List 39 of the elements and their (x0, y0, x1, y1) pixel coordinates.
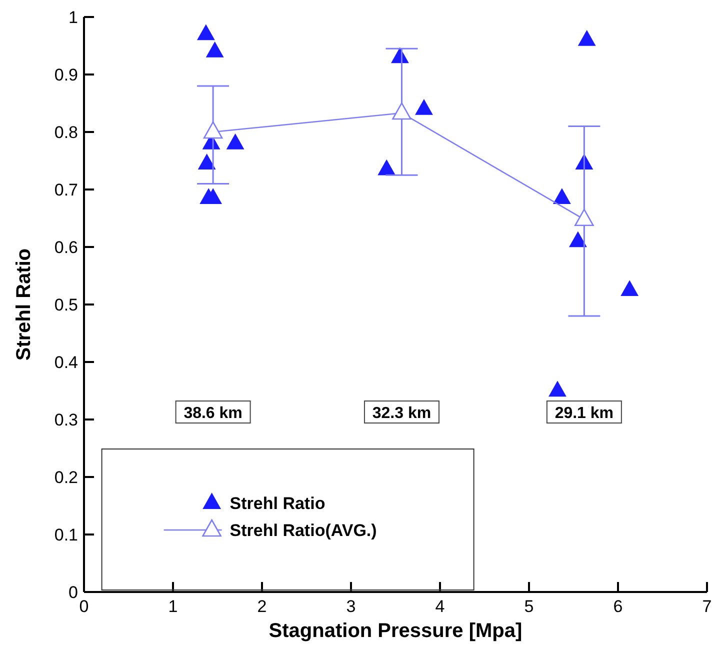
annotation: 29.1 km (554, 405, 614, 422)
y-tick-label: 0.2 (54, 468, 78, 487)
y-tick-label: 0.8 (54, 123, 78, 142)
point (578, 30, 596, 46)
x-axis-title: Stagnation Pressure [Mpa] (268, 620, 522, 642)
point (226, 134, 244, 150)
y-tick-label: 0.9 (54, 66, 78, 84)
y-tick-label: 1 (68, 8, 78, 27)
x-tick-label: 1 (168, 597, 178, 616)
point (415, 100, 433, 115)
point (569, 232, 587, 248)
y-tick-label: 0.6 (54, 238, 78, 257)
legend-label: Strehl Ratio (230, 494, 326, 513)
x-tick-label: 6 (613, 597, 623, 616)
x-tick-label: 4 (435, 597, 445, 616)
point (203, 121, 223, 139)
annotation: 32.3 km (372, 405, 432, 422)
x-tick-label: 2 (257, 597, 267, 616)
point (378, 160, 396, 176)
y-tick-label: 0.1 (54, 526, 78, 544)
y-tick-label: 0.3 (54, 410, 78, 430)
point (574, 208, 594, 226)
point (548, 381, 566, 397)
point (553, 188, 571, 204)
y-tick-label: 0.4 (54, 353, 78, 372)
point (197, 24, 215, 40)
y-tick-label: 0 (68, 583, 78, 602)
y-axis-title: Strehl Ratio (13, 248, 35, 361)
point (198, 154, 216, 170)
legend-label: Strehl Ratio(AVG.) (230, 521, 377, 540)
point (392, 102, 412, 120)
point (206, 42, 224, 58)
annotation: 38.6 km (184, 405, 242, 422)
x-tick-label: 5 (524, 597, 534, 616)
y-tick-label: 0.5 (54, 296, 78, 314)
y-tick-label: 0.7 (54, 180, 78, 200)
x-tick-label: 7 (702, 597, 712, 616)
point (620, 280, 638, 296)
x-tick-label: 3 (346, 597, 356, 616)
